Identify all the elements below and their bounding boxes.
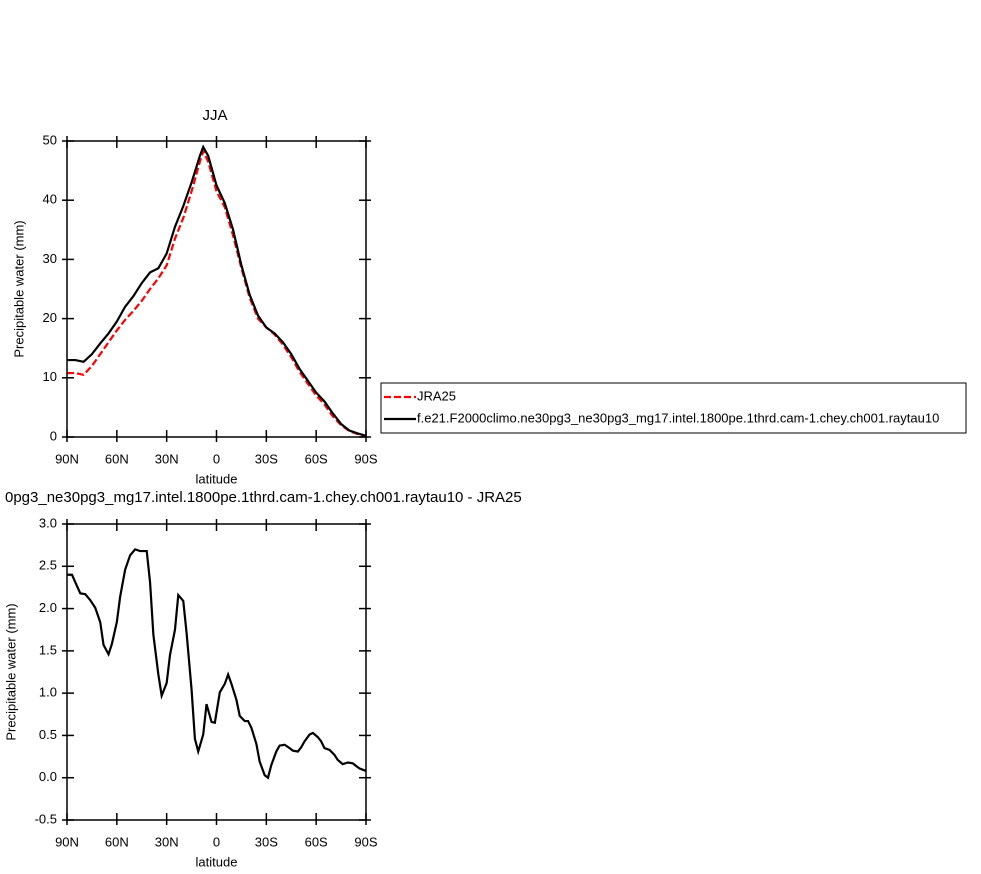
y-tick-label: 20: [43, 310, 57, 325]
data-line: [67, 144, 367, 437]
x-tick-label: 30N: [155, 451, 179, 466]
x-tick-label: 60N: [105, 834, 129, 849]
x-tick-label: 90S: [354, 834, 377, 849]
x-tick-label: 30N: [155, 834, 179, 849]
x-tick-label: 0: [213, 834, 220, 849]
x-tick-label: 90N: [55, 451, 79, 466]
y-tick-label: 2.0: [39, 600, 57, 615]
y-tick-label: 40: [43, 192, 57, 207]
x-tick-label: 90S: [354, 451, 377, 466]
plot-frame: [66, 523, 367, 821]
y-tick-label: 1.0: [39, 685, 57, 700]
x-tick-label: 30S: [255, 451, 278, 466]
y-tick-label: 1.5: [39, 642, 57, 657]
x-tick-label: 90N: [55, 834, 79, 849]
x-tick-label: 60S: [305, 451, 328, 466]
y-tick-label: 0: [50, 428, 57, 443]
legend-label: JRA25: [417, 388, 456, 403]
y-tick-label: 50: [43, 132, 57, 147]
y-tick-label: -0.5: [35, 811, 57, 826]
x-axis-label: latitude: [196, 471, 238, 486]
x-tick-label: 0: [213, 451, 220, 466]
chart-title: JJA: [202, 107, 227, 124]
y-axis-label: Precipitable water (mm): [11, 220, 26, 357]
x-tick-label: 30S: [255, 834, 278, 849]
chart-title: 0pg3_ne30pg3_mg17.intel.1800pe.1thrd.cam…: [5, 489, 522, 506]
y-tick-label: 0.5: [39, 727, 57, 742]
data-line: [67, 548, 367, 780]
x-tick-label: 60S: [305, 834, 328, 849]
x-tick-label: 60N: [105, 451, 129, 466]
x-axis-label: latitude: [196, 854, 238, 869]
y-tick-label: 3.0: [39, 515, 57, 530]
y-tick-label: 10: [43, 369, 57, 384]
data-line: [67, 148, 367, 438]
y-tick-label: 2.5: [39, 558, 57, 573]
legend-label: f.e21.F2000climo.ne30pg3_ne30pg3_mg17.in…: [417, 410, 939, 425]
legend-box: [380, 382, 967, 434]
y-tick-label: 0.0: [39, 769, 57, 784]
y-tick-label: 30: [43, 251, 57, 266]
y-axis-label: Precipitable water (mm): [3, 603, 18, 740]
